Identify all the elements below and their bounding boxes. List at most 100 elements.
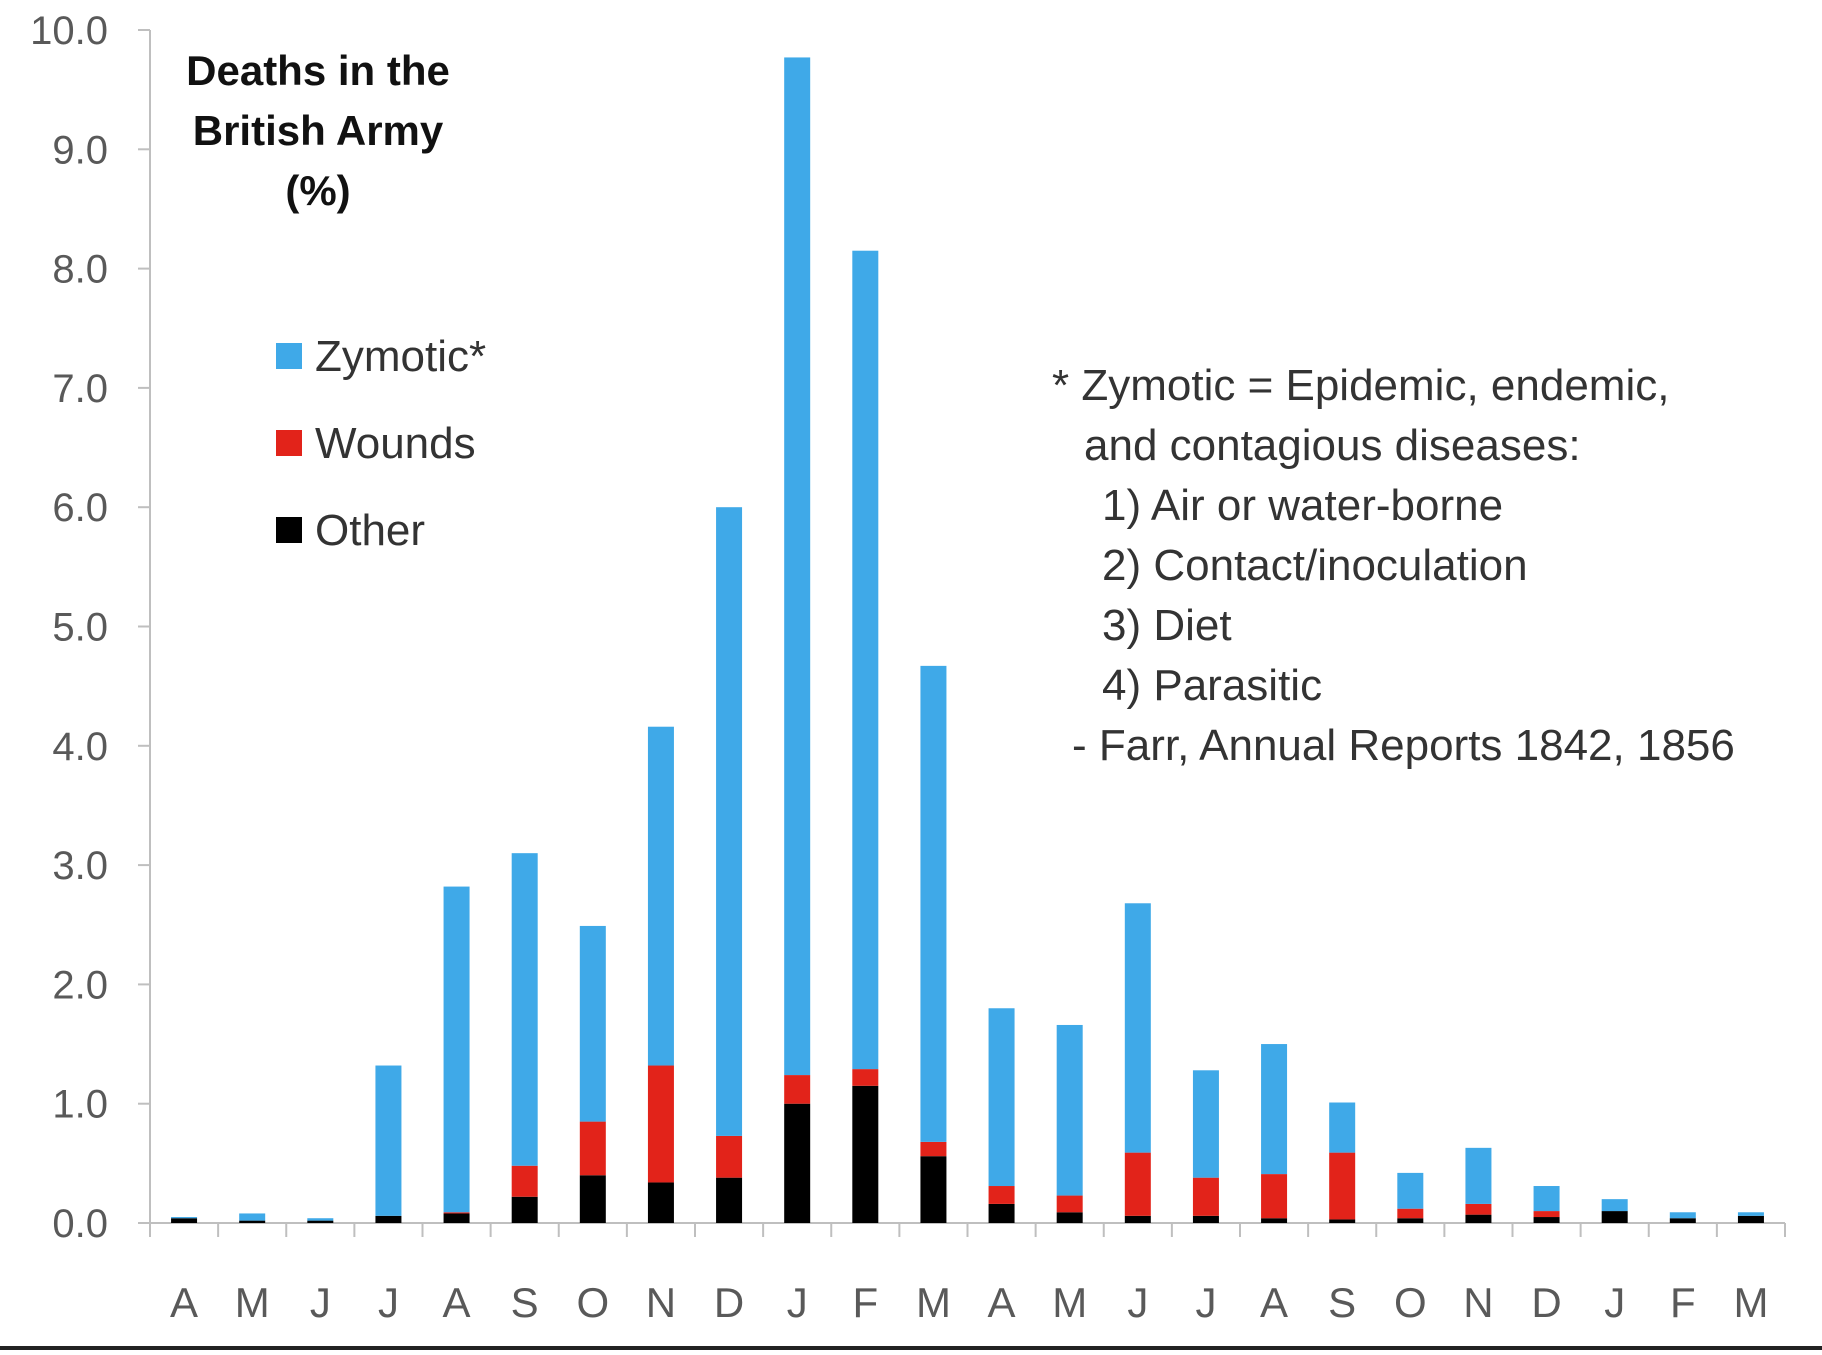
x-tick-label: O [576,1279,609,1326]
bar-zymotic [1465,1147,1492,1204]
bar-other [1056,1212,1083,1223]
bar-zymotic [716,507,743,1136]
y-tick-label: 1.0 [52,1083,108,1127]
x-tick-label: J [310,1279,331,1326]
y-tick-label: 6.0 [52,486,108,530]
x-tick-label: J [1127,1279,1148,1326]
x-tick-label: J [787,1279,808,1326]
legend-label-other: Other [315,506,425,555]
bar-zymotic [307,1218,334,1221]
bar-other [1261,1218,1288,1223]
legend-swatch-other [276,517,302,543]
x-tick-label: D [714,1279,744,1326]
bar-zymotic [579,925,606,1122]
note-line-4: 2) Contact/inoculation [1102,541,1528,590]
bar-zymotic [647,726,674,1066]
legend-label-zymotic: Zymotic* [315,332,486,381]
bar-other [647,1182,674,1223]
x-tick-label: A [1260,1279,1288,1326]
bar-zymotic [1192,1070,1219,1178]
bar-zymotic [1669,1212,1696,1219]
y-tick-label: 4.0 [52,725,108,769]
bar-wounds [988,1186,1015,1204]
bar-other [1601,1211,1628,1223]
legend-label-wounds: Wounds [315,419,476,468]
y-tick-label: 10.0 [30,9,108,53]
bar-zymotic [171,1217,198,1219]
bar-wounds [1329,1152,1356,1220]
bar-wounds [579,1121,606,1176]
bar-other [443,1213,470,1223]
bar-other [579,1175,606,1223]
note-line-1: * Zymotic = Epidemic, endemic, [1052,361,1669,410]
title-line-1: Deaths in the [186,47,450,94]
bar-wounds [511,1165,538,1197]
note-line-6: 4) Parasitic [1102,661,1322,710]
y-tick-label: 8.0 [52,248,108,292]
bar-wounds [716,1135,743,1178]
bar-other [1465,1214,1492,1223]
x-tick-label: M [916,1279,951,1326]
y-tick-label: 3.0 [52,844,108,888]
x-tick-label: A [443,1279,471,1326]
bar-wounds [1192,1177,1219,1216]
bar-wounds [443,1212,470,1214]
x-tick-label: N [1463,1279,1493,1326]
x-tick-label: M [1733,1279,1768,1326]
y-tick-label: 9.0 [52,128,108,172]
y-tick-label: 0.0 [52,1202,108,1246]
note-line-5: 3) Diet [1102,601,1232,650]
bar-other [1124,1215,1151,1223]
bar-other [375,1215,402,1223]
x-tick-label: O [1394,1279,1427,1326]
bar-wounds [920,1141,947,1157]
x-tick-label: D [1531,1279,1561,1326]
title-line-3: (%) [285,167,350,214]
bar-other [171,1218,198,1223]
bars [171,57,1764,1223]
bar-zymotic [920,665,947,1142]
bar-zymotic [1124,903,1151,1153]
bar-zymotic [375,1065,402,1216]
annotation-note: * Zymotic = Epidemic, endemic, and conta… [1052,361,1735,770]
x-tick-label: M [235,1279,270,1326]
bar-other [1737,1215,1764,1223]
bar-other [1397,1218,1424,1223]
y-tick-label: 2.0 [52,963,108,1007]
x-tick-label: A [170,1279,198,1326]
bar-wounds [1397,1208,1424,1219]
legend-swatch-zymotic [276,343,302,369]
legend-swatch-wounds [276,430,302,456]
bar-wounds [1465,1203,1492,1215]
bar-zymotic [1261,1044,1288,1175]
bar-wounds [852,1069,879,1086]
x-tick-label: J [1195,1279,1216,1326]
x-tick-label: M [1052,1279,1087,1326]
bar-zymotic [1533,1186,1560,1212]
bar-zymotic [784,57,811,1076]
note-line-3: 1) Air or water-borne [1102,481,1503,530]
bar-other [920,1156,947,1223]
bar-zymotic [1397,1172,1424,1209]
legend: Zymotic* Wounds Other [276,332,486,555]
note-line-2: and contagious diseases: [1084,421,1581,470]
x-tick-label: F [852,1279,878,1326]
x-tick-label: F [1670,1279,1696,1326]
bar-wounds [1124,1152,1151,1216]
bar-zymotic [239,1213,266,1221]
bar-wounds [1261,1174,1288,1219]
bar-other [1533,1217,1560,1223]
bar-zymotic [988,1008,1015,1187]
x-tick-label: J [1604,1279,1625,1326]
bar-zymotic [443,886,470,1213]
bar-other [852,1085,879,1223]
bar-wounds [1056,1195,1083,1213]
bar-wounds [784,1075,811,1104]
note-line-7: - Farr, Annual Reports 1842, 1856 [1072,721,1735,770]
bar-wounds [647,1065,674,1183]
x-tick-label: N [646,1279,676,1326]
y-axis: 0.0 1.0 2.0 3.0 4.0 5.0 6.0 7.0 8.0 9.0 10.0 [30,9,151,1246]
